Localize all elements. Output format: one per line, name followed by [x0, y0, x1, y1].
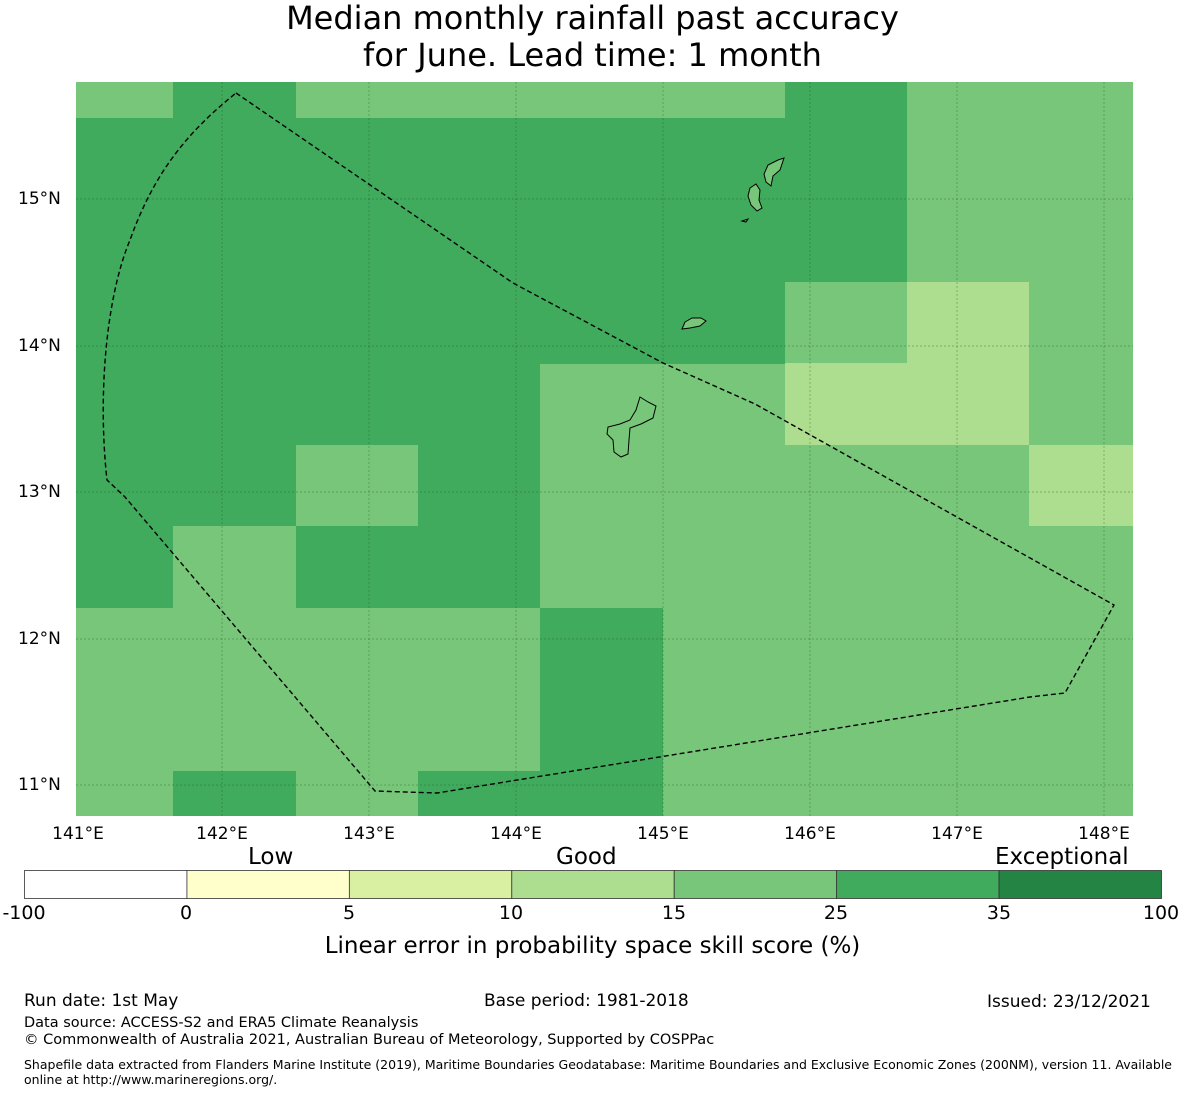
skill-score-map	[76, 82, 1133, 816]
legend-swatch	[836, 870, 1000, 899]
legend-category-low: Low	[248, 844, 294, 870]
aguijan-island	[740, 218, 750, 223]
grid-cell	[76, 363, 540, 445]
grid-cell	[296, 526, 540, 608]
legend-swatch	[348, 870, 513, 899]
legend-tick: 15	[661, 902, 687, 924]
copyright-notice: © Commonwealth of Australia 2021, Austra…	[24, 1032, 715, 1048]
grid-cell	[785, 82, 907, 118]
lat-label-12n: 12°N	[18, 629, 61, 649]
lat-label-15n: 15°N	[18, 189, 61, 209]
islands	[606, 157, 785, 458]
legend-swatch	[186, 870, 350, 899]
legend-tick: 25	[823, 902, 849, 924]
base-period: Base period: 1981-2018	[484, 991, 689, 1011]
legend-tick: 100	[1142, 902, 1180, 924]
grid-cell	[907, 282, 1029, 364]
lon-label-147e: 147°E	[931, 824, 983, 844]
legend-swatch	[673, 870, 838, 899]
grid-cell	[76, 118, 907, 282]
grid-cell	[1029, 445, 1133, 526]
lat-label-14n: 14°N	[18, 336, 61, 356]
legend-tick: 5	[342, 902, 356, 924]
map-title-line-1: Median monthly rainfall past accuracy	[286, 0, 899, 37]
map-title-line-2: for June. Lead time: 1 month	[363, 36, 822, 74]
legend-swatch	[511, 870, 675, 899]
grid-cell	[540, 608, 663, 771]
legend-category-good: Good	[556, 844, 617, 870]
eez-boundary	[102, 92, 1115, 794]
legend-axis-label: Linear error in probability space skill …	[324, 933, 861, 959]
grid-cell	[418, 771, 663, 816]
lon-label-145e: 145°E	[637, 824, 689, 844]
legend-category-exceptional: Exceptional	[995, 844, 1129, 870]
lon-label-148e: 148°E	[1078, 824, 1130, 844]
tinian-island	[747, 183, 763, 212]
issued-date: Issued: 23/12/2021	[987, 992, 1151, 1012]
lon-label-146e: 146°E	[784, 824, 836, 844]
lon-label-144e: 144°E	[490, 824, 542, 844]
legend-tick: 0	[179, 902, 193, 924]
grid-cell	[76, 526, 173, 608]
legend-swatch	[998, 870, 1162, 899]
grid-cell	[173, 82, 296, 118]
data-source: Data source: ACCESS-S2 and ERA5 Climate …	[24, 1015, 419, 1031]
rota-island	[681, 317, 707, 330]
skill-grid	[76, 82, 1133, 816]
lon-label-141e: 141°E	[52, 824, 104, 844]
lat-label-11n: 11°N	[18, 775, 61, 795]
legend-tick: 35	[986, 902, 1012, 924]
legend-colorbar	[24, 870, 1162, 899]
map-title: Median monthly rainfall past accuracy fo…	[0, 0, 1185, 74]
grid-cell	[785, 363, 1029, 445]
grid-cell	[76, 445, 296, 526]
graticule	[76, 82, 1133, 816]
lon-label-142e: 142°E	[196, 824, 248, 844]
saipan-island	[763, 157, 785, 187]
lat-label-13n: 13°N	[18, 482, 61, 502]
guam-island	[606, 396, 657, 458]
lon-label-143e: 143°E	[343, 824, 395, 844]
run-date: Run date: 1st May	[24, 991, 179, 1011]
shapefile-attribution: Shapefile data extracted from Flanders M…	[24, 1057, 1172, 1087]
legend-swatch	[24, 870, 188, 899]
grid-cell	[76, 282, 785, 364]
grid-cell	[173, 771, 296, 816]
legend-tick: 10	[498, 902, 524, 924]
legend-tick: -100	[2, 902, 46, 924]
grid-cell	[418, 445, 540, 526]
